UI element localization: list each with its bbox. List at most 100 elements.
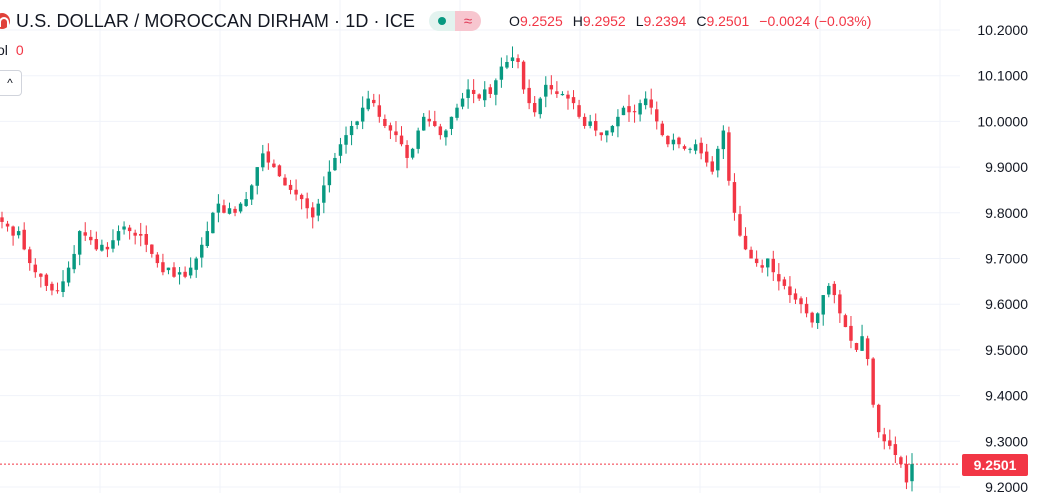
low-value: 9.2394 [643,13,687,29]
price-tick-label: 9.7000 [985,251,1028,267]
candle [194,256,198,278]
candle [827,283,831,298]
candle-body [177,272,182,275]
candle-body [771,258,776,273]
candle-body [150,244,154,254]
candle-body [555,91,559,94]
candle [283,174,287,186]
candle-body [183,271,187,277]
candle [66,261,71,287]
candle [494,78,498,106]
candle [133,229,137,245]
candle-body [360,107,365,122]
candle [433,110,437,128]
candle-body [593,121,598,131]
currency-flag-icon [0,13,10,29]
candle [854,342,859,352]
candle [222,199,226,214]
candle-body [477,94,481,99]
candle-body [521,61,526,90]
symbol-title[interactable]: U.S. DOLLAR / MOROCCAN DIRHAM · 1D · ICE [16,10,416,31]
candle-body [261,153,265,168]
candle [660,120,665,137]
candle [144,225,148,253]
candle-body [899,457,903,465]
candle-body [333,157,337,171]
candle [105,242,110,258]
volume-label: ol [0,42,8,58]
candle-body [743,235,748,250]
candle-body [66,267,71,283]
candle [266,143,271,170]
candle [200,237,204,268]
candle-body [688,148,692,150]
candle [372,93,376,107]
candle [22,222,26,251]
candle-body [288,184,293,190]
candle [94,231,99,251]
candle [704,143,709,167]
candle-body [166,267,171,271]
candle [238,202,243,214]
low-label: L [635,13,644,29]
candle-body [238,203,243,212]
candle [560,91,565,96]
candle [28,246,32,271]
market-status-icon[interactable] [429,11,456,31]
data-type-icon[interactable]: ≈ [455,11,482,31]
candle [893,436,898,464]
candle [5,220,10,232]
candle [172,262,176,278]
candle [322,176,326,214]
candle [677,136,681,149]
chevron-up-icon: ^ [7,76,13,90]
candle-body [383,118,387,126]
collapse-legend-button[interactable]: ^ [0,70,22,96]
price-axis[interactable]: 10.2000 10.1000 10.0000 9.9000 9.8000 9.7000 9… [977,22,1028,493]
candle-body [39,273,43,277]
candle-body [255,167,259,186]
candle [832,281,837,304]
candle [444,129,448,146]
candle-body [0,217,4,222]
candle [327,160,332,193]
candle-body [888,440,892,446]
candle [50,281,54,296]
candle [89,229,93,245]
candle [754,250,759,267]
candle [249,184,254,205]
candle-body [782,279,787,286]
candle-body [471,89,476,94]
candle-body [638,103,642,115]
candle [882,427,886,450]
candle [233,206,237,217]
candle-body [399,135,404,145]
candle [544,76,548,108]
candle [510,46,515,68]
candle-body [349,125,354,136]
candle-body [738,214,742,236]
candle [138,222,143,247]
candle-body [766,258,770,268]
candle [294,179,298,201]
candle-body [410,148,415,158]
candle-body [810,312,814,323]
candle-body [827,285,831,295]
candle [904,455,909,490]
candle [516,54,520,69]
candle [638,99,642,122]
candle-body [266,151,271,163]
candle [183,266,187,279]
status-pill[interactable]: ≈ [429,11,482,31]
candle-body [516,58,520,62]
candle-body [105,246,110,250]
candle [527,79,531,110]
candle [605,130,609,143]
candle-body [682,146,687,149]
candle-body [621,107,626,116]
candle [760,259,764,273]
candle [227,202,232,215]
candle-body [788,286,792,296]
candle-body [544,84,548,97]
